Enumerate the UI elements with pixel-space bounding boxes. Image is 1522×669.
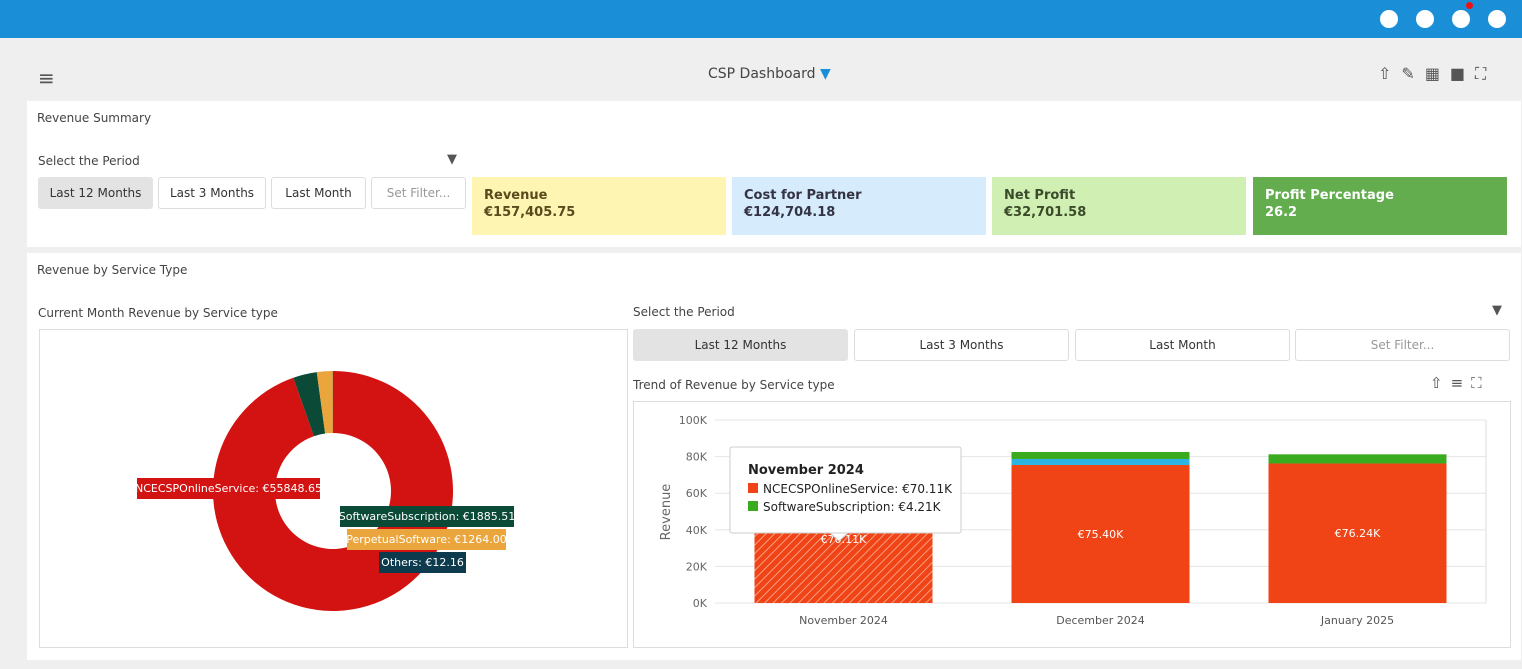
chart-title: Trend of Revenue by Service type — [633, 378, 835, 392]
chart-toolbar[interactable]: ⇧≡⛶ — [1430, 374, 1490, 392]
tooltip-item: SoftwareSubscription: €4.21K — [763, 500, 942, 514]
period-button[interactable]: Last 12 Months — [633, 329, 848, 361]
clear-filter[interactable]: ▼ — [1492, 303, 1502, 318]
tooltip-title: November 2024 — [748, 463, 864, 478]
pie-slice — [293, 372, 326, 437]
kpi-label: Revenue — [484, 188, 548, 203]
kpi-card: Profit Percentage 26.2 — [1253, 177, 1507, 235]
dashboard-title: CSP Dashboard ▼ — [708, 66, 831, 82]
menu-toggle[interactable]: ≡ — [38, 66, 55, 90]
icon[interactable] — [1488, 10, 1506, 28]
pie-slice — [316, 371, 333, 434]
kpi-card: Revenue €157,405.75 — [472, 177, 726, 235]
label-box — [379, 552, 466, 573]
kpi-label: Net Profit — [1004, 188, 1076, 203]
y-axis-label: Revenue — [659, 484, 674, 541]
y-tick-label: 20K — [686, 560, 708, 573]
bar-segment — [1268, 463, 1447, 603]
kpi-card: Net Profit €32,701.58 — [992, 177, 1246, 235]
kpi-card: Cost for Partner €124,704.18 — [732, 177, 986, 235]
period-button[interactable]: Last 12 Months — [38, 177, 153, 209]
kpi-label: Cost for Partner — [744, 188, 862, 203]
kpi-value: €32,701.58 — [1004, 205, 1087, 220]
icon[interactable] — [1452, 10, 1470, 28]
icon[interactable] — [1416, 10, 1434, 28]
period-button[interactable]: Last Month — [271, 177, 366, 209]
bar-chart: 0K 20K 40K 60K 80K 100K Revenue November 2024 €7… — [633, 401, 1511, 648]
y-tick-label: 0K — [693, 597, 708, 610]
bar-segment — [1011, 465, 1190, 603]
bar-segment — [1011, 458, 1190, 466]
clear-filter[interactable]: ▼ — [447, 152, 457, 167]
label-box — [347, 529, 506, 550]
x-tick-label: December 2024 — [1056, 614, 1145, 627]
pie-slice — [212, 371, 454, 611]
period-button[interactable]: Last 3 Months — [854, 329, 1069, 361]
set-filter[interactable]: Set Filter... — [371, 177, 466, 209]
label-box — [137, 478, 320, 499]
top-bar — [0, 0, 1522, 38]
data-label: Others: €12.16 — [381, 556, 464, 569]
data-label: €76.24K — [1335, 527, 1381, 540]
icon[interactable] — [1380, 10, 1398, 28]
data-label: €70.11K — [821, 533, 867, 546]
data-label: NCECSPOnlineService: €55848.65 — [135, 482, 322, 495]
tooltip-pointer — [828, 532, 850, 542]
badge — [1466, 2, 1473, 9]
period-label: Select the Period — [633, 305, 735, 319]
period-button[interactable]: Last 3 Months — [158, 177, 266, 209]
kpi-value: €157,405.75 — [484, 205, 576, 220]
data-label: PerpetualSoftware: €1264.00 — [346, 533, 507, 546]
pie-title: Current Month Revenue by Service type — [38, 306, 278, 320]
kpi-label: Profit Percentage — [1265, 188, 1394, 203]
period-label: Select the Period — [38, 154, 140, 168]
pie-chart: NCECSPOnlineService: €55848.65 SoftwareSu… — [39, 329, 628, 648]
bar-segment — [1011, 452, 1190, 459]
toolbar[interactable]: ⇧✎▦■⛶ — [1378, 64, 1497, 83]
y-tick-label: 80K — [686, 451, 708, 464]
x-tick-label: January 2025 — [1320, 614, 1394, 627]
label-box — [340, 506, 514, 527]
tooltip-item: NCECSPOnlineService: €70.11K — [763, 482, 953, 496]
panel-title: Revenue Summary — [37, 111, 152, 125]
tooltip-swatch — [748, 483, 758, 493]
bar-segment — [1268, 454, 1447, 464]
x-tick-label: November 2024 — [799, 614, 888, 627]
y-tick-label: 60K — [686, 487, 708, 500]
tooltip-swatch — [748, 501, 758, 511]
data-label: €75.40K — [1078, 528, 1124, 541]
set-filter[interactable]: Set Filter... — [1295, 329, 1510, 361]
kpi-value: €124,704.18 — [744, 205, 836, 220]
y-tick-label: 100K — [679, 414, 708, 427]
filter-icon[interactable]: ▼ — [819, 66, 831, 82]
kpi-value: 26.2 — [1265, 205, 1298, 220]
data-label: SoftwareSubscription: €1885.51 — [339, 510, 516, 523]
title: CSP Dashboard — [708, 66, 816, 82]
y-tick-label: 40K — [686, 524, 708, 537]
period-button[interactable]: Last Month — [1075, 329, 1290, 361]
panel-title: Revenue by Service Type — [37, 263, 188, 277]
